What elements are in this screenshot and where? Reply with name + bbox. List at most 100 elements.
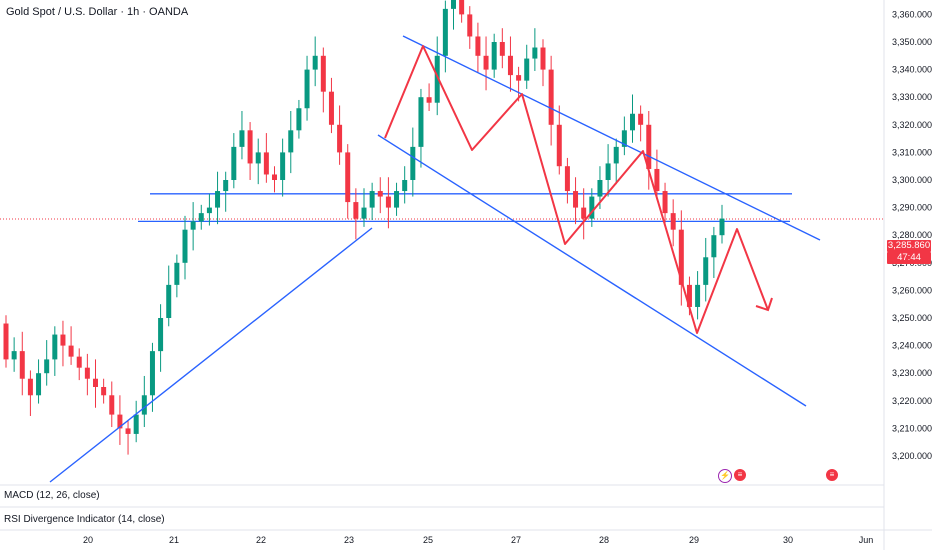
candle-body: [361, 207, 367, 219]
candle-body: [149, 351, 155, 396]
last-price-badge: 3,285.860: [887, 240, 931, 252]
candle-body: [353, 202, 359, 219]
candle-body: [564, 166, 570, 192]
candle-body: [206, 207, 212, 214]
candle-body: [491, 42, 497, 70]
candle-body: [499, 42, 505, 56]
candle-body: [215, 191, 221, 208]
price-tick-label: 3,350.000: [892, 37, 932, 47]
candle-body: [646, 124, 652, 169]
candle-body: [605, 163, 611, 180]
candle-body: [556, 124, 562, 167]
candle-body: [76, 356, 82, 368]
candle-body: [451, 0, 456, 9]
candle-body: [345, 152, 351, 203]
candle-body: [459, 0, 465, 15]
candle-body: [686, 284, 692, 307]
price-tick-label: 3,220.000: [892, 396, 932, 406]
candle-body: [402, 180, 408, 192]
candle-body: [19, 351, 25, 379]
candle-body: [548, 69, 554, 125]
countdown-badge: 47:44: [887, 252, 931, 264]
price-tick-label: 3,300.000: [892, 175, 932, 185]
candle-body: [703, 257, 709, 285]
candle-body: [52, 334, 58, 360]
time-axis-label: 22: [256, 535, 266, 545]
time-axis-label: 28: [599, 535, 609, 545]
candle-body: [3, 323, 9, 360]
candle-body: [507, 55, 513, 76]
us-flag-icon[interactable]: ≡: [733, 468, 747, 482]
lightning-icon[interactable]: ⚡: [718, 469, 732, 483]
candle-body: [442, 8, 448, 56]
time-axis-label: 30: [783, 535, 793, 545]
zigzag-projection: [384, 45, 769, 334]
candle-body: [125, 428, 131, 434]
chart-title: Gold Spot / U.S. Dollar · 1h · OANDA: [6, 6, 189, 18]
candle-body: [573, 191, 579, 208]
candle-body: [190, 221, 196, 230]
price-tick-label: 3,240.000: [892, 341, 932, 351]
price-tick-label: 3,230.000: [892, 368, 932, 378]
candle-body: [263, 152, 269, 175]
candle-body: [613, 146, 619, 164]
candle-body: [11, 351, 17, 360]
time-axis-label: 23: [344, 535, 354, 545]
candle-body: [198, 213, 204, 222]
ascending-trendline: [49, 227, 373, 483]
candle-body: [223, 180, 229, 192]
candle-body: [231, 146, 237, 180]
candle-body: [516, 75, 522, 81]
candle-body: [434, 55, 440, 103]
candle-body: [182, 229, 188, 263]
candle-body: [93, 378, 98, 387]
candle-body: [418, 97, 424, 147]
price-tick-label: 3,310.000: [892, 147, 932, 157]
candle-body: [101, 387, 107, 396]
candle-body: [304, 69, 310, 109]
candle-body: [166, 284, 172, 318]
candle-body: [312, 55, 318, 70]
price-tick-label: 3,320.000: [892, 120, 932, 130]
candle-body: [589, 196, 595, 219]
candle-body: [654, 168, 660, 192]
candle-body: [280, 152, 286, 180]
candle-body: [540, 47, 546, 70]
candle-body: [662, 191, 668, 214]
time-axis-label: 25: [423, 535, 433, 545]
candle-body: [467, 14, 473, 37]
candle-body: [239, 130, 245, 147]
candle-body: [597, 180, 603, 197]
macd-indicator-label[interactable]: MACD (12, 26, close): [4, 490, 100, 501]
candle-body: [394, 191, 400, 208]
time-axis-label: 20: [83, 535, 93, 545]
candle-body: [296, 108, 302, 131]
candle-body: [719, 218, 725, 236]
candle-body: [272, 174, 277, 180]
price-tick-label: 3,290.000: [892, 203, 932, 213]
candle-body: [524, 58, 530, 81]
candle-body: [36, 373, 42, 396]
price-tick-label: 3,330.000: [892, 92, 932, 102]
price-tick-label: 3,360.000: [892, 9, 932, 19]
time-axis-label: 21: [169, 535, 179, 545]
rsi-indicator-label[interactable]: RSI Divergence Indicator (14, close): [4, 514, 165, 525]
us-flag-icon[interactable]: ≡: [825, 468, 839, 482]
candle-body: [475, 36, 481, 56]
candle-body: [581, 207, 587, 219]
channel-upper-trendline: [402, 35, 821, 241]
price-tick-label: 3,250.000: [892, 313, 932, 323]
candle-body: [255, 152, 261, 164]
candle-body: [638, 113, 644, 125]
candle-body: [60, 334, 66, 346]
candle-body: [630, 113, 635, 131]
candle-body: [328, 91, 334, 125]
candle-body: [117, 414, 123, 429]
price-tick-label: 3,260.000: [892, 285, 932, 295]
candle-body: [174, 262, 180, 285]
candle-body: [369, 191, 375, 208]
candle-body: [158, 318, 164, 352]
candle-body: [377, 191, 383, 197]
candle-body: [247, 130, 253, 164]
